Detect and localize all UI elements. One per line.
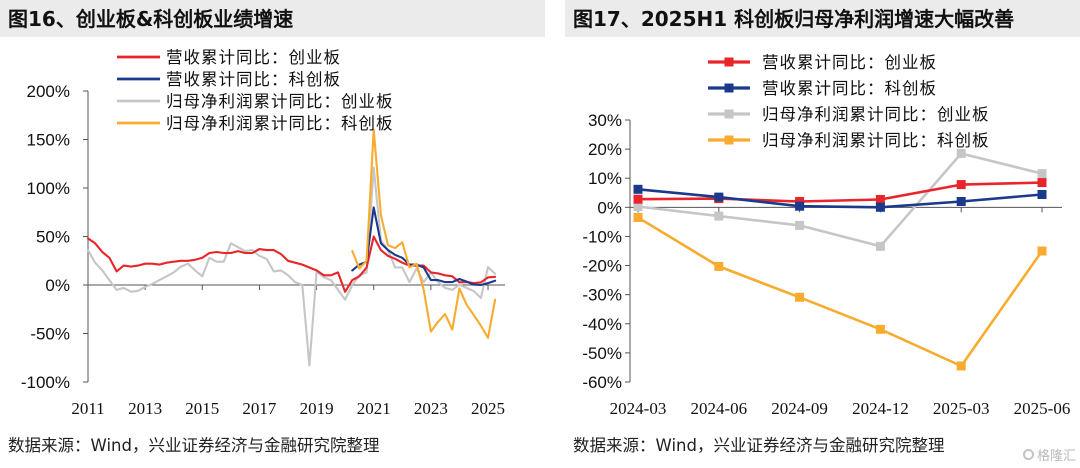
legend-item: 营收累计同比：创业板 [708,53,937,72]
x-tick-label: 2024-06 [690,399,747,418]
data-point-marker-revenue-chinext [956,180,966,190]
source-note: 数据来源：Wind，兴业证券经济与金融研究院整理 [573,436,945,455]
x-tick-label: 2025-06 [1014,399,1071,418]
data-point-marker-net-profit-star-market [633,213,643,222]
x-tick-label: 2017 [242,399,277,418]
y-tick-label: -10% [582,227,622,246]
legend-label: 归母净利润累计同比：创业板 [166,92,394,111]
data-point-marker-net-profit-chinext [633,202,643,211]
y-tick-label: 0% [45,276,70,295]
legend-item: 归母净利润累计同比：创业板 [708,105,990,124]
x-tick-label: 2011 [71,399,104,418]
y-tick-label: -30% [582,286,622,305]
figure-16-panel: 图16、创业板&科创板业绩增速 200% 150% 100% 50% 0% -50% -10… [0,0,545,455]
watermark-logo-icon [1022,448,1034,460]
legend-swatch-marker [724,57,734,67]
x-tick-label: 2025 [471,399,505,418]
y-tick-label: 150% [27,131,70,150]
figure-17-panel: 图17、2025H1 科创板归母净利润增速大幅改善 30% 20% 10% 0% -10… [565,0,1080,468]
legend-item: 营收累计同比：创业板 [117,48,341,67]
watermark: 格隆汇 [1022,445,1076,464]
chart-title: 图16、创业板&科创板业绩增速 [8,7,294,31]
x-tick-label: 2021 [357,399,391,418]
legend-item: 营收累计同比：科创板 [708,79,937,98]
data-point-marker-net-profit-chinext [956,149,966,158]
y-tick-label: 200% [27,82,70,101]
y-tick-label: 20% [588,140,622,159]
data-point-marker-net-profit-star-market [1037,246,1047,256]
legend-label: 归母净利润累计同比：科创板 [762,131,990,150]
legend-swatch-marker [724,135,734,145]
figure-title-band: 图17、2025H1 科创板归母净利润增速大幅改善 [565,0,1080,37]
legend-label: 营收累计同比：科创板 [762,79,937,98]
series-line-revenue-chinext [86,235,497,293]
series-line-net-profit-star-market [636,216,1044,368]
data-point-marker-revenue-star-market [714,192,724,202]
legend-item: 归母净利润累计同比：科创板 [708,131,990,150]
series-line-revenue-chinext [636,181,1044,203]
y-tick-label: 10% [588,169,622,188]
data-point-marker-net-profit-star-market [795,292,805,302]
legend-swatch-marker [724,109,734,119]
chart-title: 图17、2025H1 科创板归母净利润增速大幅改善 [573,7,1015,31]
x-tick-label: 2023 [414,399,448,418]
data-point-marker-net-profit-chinext [875,241,885,251]
y-tick-label: -60% [582,373,622,392]
y-tick-label: 30% [588,111,622,130]
x-tick-label: 2024-12 [852,399,909,418]
y-tick-label: 100% [27,179,70,198]
data-point-marker-net-profit-star-market [714,261,724,271]
legend-item: 营收累计同比：科创板 [117,70,341,89]
x-tick-label: 2024-03 [610,399,667,418]
series-line-revenue-star-market [351,206,497,287]
x-tick-label: 2013 [128,399,162,418]
x-tick-label: 2025-03 [933,399,990,418]
x-tick-label: 2024-09 [771,399,828,418]
y-tick-label: -100% [21,373,70,392]
data-point-marker-revenue-star-market [956,197,966,206]
x-tick-label: 2019 [300,399,334,418]
data-point-marker-net-profit-chinext [714,211,724,221]
data-point-marker-revenue-chinext [633,194,643,204]
data-point-marker-revenue-chinext [1037,178,1047,188]
series-line-net-profit-chinext [86,166,497,367]
data-point-marker-revenue-chinext [795,197,805,206]
y-tick-label: -50% [582,344,622,363]
chart-plot-area: 30% 20% 10% 0% -10% -20% -30% -40% -50% -60% 2024-… [582,53,1071,418]
data-point-marker-revenue-star-market [633,184,643,194]
data-point-marker-revenue-chinext [875,195,885,204]
data-point-marker-net-profit-star-market [956,361,966,371]
legend-item: 归母净利润累计同比：科创板 [117,114,394,133]
y-tick-label: 50% [36,228,70,247]
legend-label: 营收累计同比：科创板 [166,70,341,89]
series-line-net-profit-star-market [351,128,497,339]
data-point-marker-revenue-star-market [1037,190,1047,199]
series-line-net-profit-chinext [636,152,1044,248]
data-point-marker-net-profit-chinext [1037,169,1047,179]
legend-swatch-marker [724,83,734,93]
y-tick-label: -50% [30,325,70,344]
y-tick-label: -40% [582,315,622,334]
data-point-marker-revenue-star-market [875,202,885,212]
figure-title-band: 图16、创业板&科创板业绩增速 [0,0,545,37]
data-point-marker-net-profit-star-market [875,324,885,334]
series-line-revenue-star-market [636,188,1044,209]
y-tick-label: -20% [582,257,622,276]
legend-label: 归母净利润累计同比：科创板 [166,114,394,133]
x-tick-label: 2015 [185,399,219,418]
chart-plot-area: 200% 150% 100% 50% 0% -50% -100%2011 2013 2015 20… [21,48,505,418]
legend-label: 归母净利润累计同比：创业板 [762,105,990,124]
y-tick-label: 0% [597,198,622,217]
watermark-text: 格隆汇 [1036,448,1076,464]
legend-item: 归母净利润累计同比：创业板 [117,92,394,111]
data-point-marker-revenue-star-market [795,201,805,211]
legend-label: 营收累计同比：创业板 [762,53,937,72]
data-point-marker-net-profit-chinext [795,220,805,230]
legend-label: 营收累计同比：创业板 [166,48,341,67]
source-note: 数据来源：Wind，兴业证券经济与金融研究院整理 [8,436,380,455]
